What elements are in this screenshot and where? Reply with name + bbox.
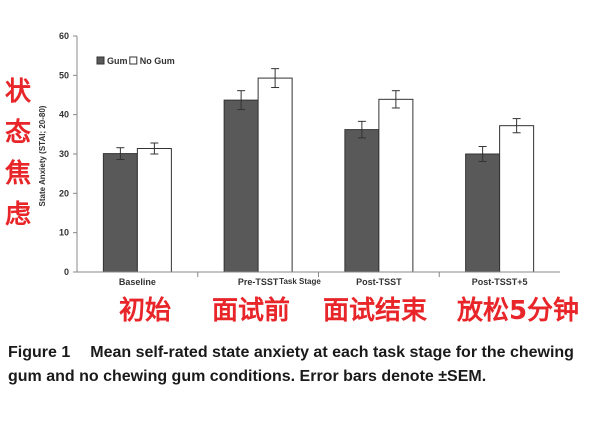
legend: Gum No Gum bbox=[96, 56, 175, 66]
bar-gum bbox=[223, 99, 259, 273]
x-axis-title: Task Stage bbox=[279, 277, 321, 286]
legend-swatch bbox=[129, 56, 138, 65]
bar-no-gum bbox=[136, 147, 172, 273]
category-label: Post-TSST+5 bbox=[472, 277, 528, 287]
y-tick-label: 60 bbox=[59, 31, 69, 41]
bar-no-gum bbox=[499, 125, 535, 273]
y-tick-label: 30 bbox=[59, 149, 69, 159]
y-axis-ticks: 0 10 20 30 40 50 60 bbox=[59, 31, 77, 277]
y-tick-label: 50 bbox=[59, 70, 69, 80]
chinese-y-char: 态 bbox=[5, 117, 31, 148]
chinese-x-label: 面试结束 bbox=[323, 295, 428, 326]
y-axis-title: State Anxiety (STAI; 20-80) bbox=[38, 105, 47, 206]
chinese-y-char: 状 bbox=[5, 77, 32, 107]
chinese-x-label: 放松5分钟 bbox=[456, 295, 579, 326]
bar-chart: 0 10 20 30 40 50 60 Baseline Pre-TSST Post-TSST P… bbox=[5, 31, 579, 326]
chinese-x-annotations: 初始 面试前 面试结束 放松5分钟 bbox=[119, 295, 579, 326]
chinese-y-char: 虑 bbox=[5, 200, 31, 230]
caption-text: Mean self-rated state anxiety at each ta… bbox=[8, 344, 574, 385]
chinese-y-char: 焦 bbox=[5, 158, 31, 189]
bar-gum bbox=[344, 129, 380, 273]
y-tick-label: 0 bbox=[64, 267, 69, 277]
bar-gum bbox=[465, 153, 501, 273]
legend-label: Gum bbox=[107, 56, 128, 66]
category-label: Post-TSST bbox=[356, 277, 402, 287]
y-tick-label: 20 bbox=[59, 188, 69, 198]
chinese-x-label: 面试前 bbox=[212, 295, 290, 326]
axes bbox=[76, 36, 560, 277]
legend-swatch bbox=[96, 56, 105, 65]
y-tick-label: 40 bbox=[59, 110, 69, 120]
bars bbox=[102, 68, 535, 273]
category-label: Pre-TSST bbox=[238, 277, 279, 287]
bar-no-gum bbox=[378, 98, 414, 273]
figure-caption: Figure 1 Mean self-rated state anxiety at… bbox=[8, 341, 592, 389]
bar-no-gum bbox=[257, 77, 293, 273]
bar-gum bbox=[102, 153, 138, 273]
figure-number: Figure 1 bbox=[8, 344, 71, 361]
legend-label: No Gum bbox=[140, 56, 175, 66]
chinese-x-label: 初始 bbox=[119, 296, 171, 326]
category-label: Baseline bbox=[119, 277, 156, 287]
y-tick-label: 10 bbox=[59, 228, 69, 238]
category-labels: Baseline Pre-TSST Post-TSST Post-TSST+5 bbox=[119, 277, 528, 287]
